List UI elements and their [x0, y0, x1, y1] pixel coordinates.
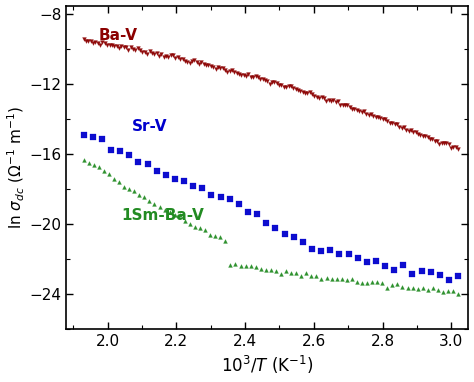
Text: Ba-V: Ba-V	[99, 28, 138, 43]
Text: 1Sm-Ba-V: 1Sm-Ba-V	[121, 208, 204, 223]
Text: Sr-V: Sr-V	[132, 119, 167, 134]
X-axis label: $10^3/T$ (K$^{-1}$): $10^3/T$ (K$^{-1}$)	[221, 354, 314, 376]
Y-axis label: ln $\sigma_{dc}$ ($\Omega^{-1}$ m$^{-1}$): ln $\sigma_{dc}$ ($\Omega^{-1}$ m$^{-1}$…	[6, 106, 27, 229]
